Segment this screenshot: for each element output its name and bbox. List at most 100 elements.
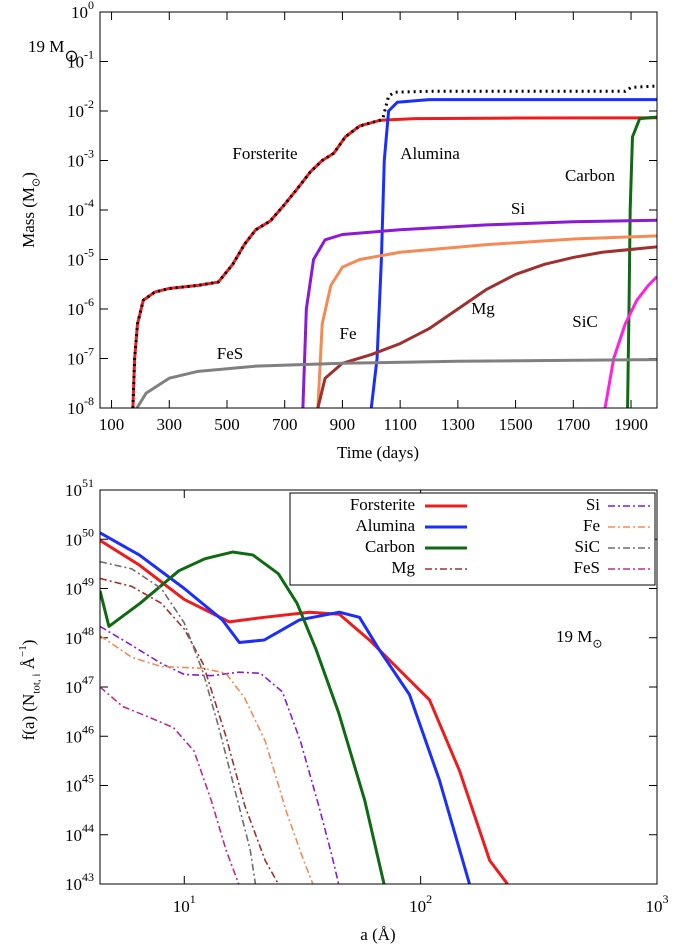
y-tick-label-exp: 51: [82, 476, 94, 490]
y-tick-label-exp: -7: [84, 344, 94, 358]
legend-label: Carbon: [365, 537, 416, 556]
series-line: [100, 539, 509, 884]
y-tick-label: 1050: [65, 525, 94, 549]
y-axis-label-part: ): [19, 640, 38, 646]
y-tick-label-base: 10: [65, 776, 82, 795]
y-tick-label: 1043: [65, 870, 94, 894]
legend-label: SiC: [574, 537, 600, 556]
legend-label: FeS: [574, 558, 600, 577]
y-axis-label-part: ): [19, 172, 38, 178]
y-tick-label-base: 10: [65, 727, 82, 746]
series-line: [603, 275, 657, 408]
y-tick-label-base: 10: [65, 875, 82, 894]
mass-annotation-part: 19 M: [28, 37, 64, 56]
curve-label: Carbon: [565, 166, 616, 185]
plot-frame: [99, 11, 658, 409]
y-axis-label: Mass (M⊙): [19, 172, 42, 248]
y-axis-label-part: −1: [16, 645, 28, 657]
series-line: [100, 635, 314, 884]
legend-label: Fe: [583, 516, 600, 535]
y-tick-label-exp: 48: [82, 624, 94, 638]
y-axis-label-part: f(a) (N: [19, 694, 38, 741]
x-tick-label: 102: [409, 892, 432, 916]
y-tick-label-base: 10: [71, 3, 88, 22]
y-tick-label-exp: -4: [84, 196, 94, 210]
x-tick-label-base: 10: [173, 897, 190, 916]
y-tick-label-exp: 49: [82, 574, 94, 588]
y-tick-label: 1046: [65, 722, 94, 746]
series-line: [301, 218, 657, 408]
x-tick-label: 100: [99, 415, 125, 434]
y-axis-label-part: tot, i: [30, 674, 42, 694]
y-tick-label-base: 10: [67, 349, 84, 368]
y-tick-label-exp: -5: [84, 245, 94, 259]
y-tick-label-base: 10: [67, 151, 84, 170]
series-line: [369, 98, 657, 408]
y-tick-label-exp: 44: [82, 821, 94, 835]
y-tick-label: 10-1: [67, 47, 94, 71]
curve-label: Fe: [340, 324, 357, 343]
x-tick-label: 900: [330, 415, 356, 434]
x-tick-label-base: 10: [646, 897, 663, 916]
y-tick-label: 10-3: [67, 146, 94, 170]
y-tick-label-base: 10: [65, 678, 82, 697]
y-tick-label: 10-7: [67, 344, 94, 368]
x-tick-label: 1900: [614, 415, 648, 434]
y-tick-label: 10-6: [67, 295, 94, 319]
curve-label: SiC: [572, 312, 598, 331]
y-tick-label-base: 10: [67, 399, 84, 418]
legend-label: Mg: [391, 558, 415, 577]
mass-annotation: 19 M⊙: [28, 37, 79, 65]
x-tick-label: 1100: [383, 415, 416, 434]
y-tick-label-exp: 43: [82, 870, 94, 884]
y-tick-label-exp: -8: [84, 394, 94, 408]
mass-annotation-part: ⊙: [64, 46, 78, 65]
y-tick-label: 10-4: [67, 196, 94, 220]
y-tick-label-exp: 50: [82, 525, 94, 539]
x-tick-label: 1500: [499, 415, 533, 434]
y-tick-label: 1049: [65, 574, 94, 598]
plot-frame: [99, 489, 658, 885]
mass-annotation-part: ⊙: [592, 636, 602, 650]
x-tick-label: 103: [646, 892, 669, 916]
y-tick-label: 1051: [65, 476, 94, 500]
x-tick-label: 1700: [556, 415, 590, 434]
mass-annotation: 19 M⊙: [556, 627, 602, 650]
series-line: [316, 245, 657, 408]
x-tick-label: 300: [157, 415, 183, 434]
y-tick-label-exp: -6: [84, 295, 94, 309]
y-tick-label-base: 10: [65, 826, 82, 845]
y-tick-label-exp: 45: [82, 771, 94, 785]
series-line: [135, 358, 657, 408]
y-tick-label: 1048: [65, 624, 94, 648]
curve-label: Alumina: [400, 144, 460, 163]
series-line: [100, 625, 340, 884]
y-tick-label-exp: 0: [88, 0, 94, 12]
series-line: [626, 115, 657, 408]
legend-label: Forsterite: [350, 495, 415, 514]
x-axis-label: a (Å): [360, 925, 395, 944]
x-axis-label: Time (days): [337, 443, 419, 462]
y-axis-label-part: ⊙: [30, 178, 42, 187]
y-axis-label-part: Mass (M: [19, 187, 38, 248]
y-tick-label-exp: -3: [84, 146, 94, 160]
series-line: [100, 560, 257, 884]
y-tick-label: 10-2: [67, 97, 94, 121]
y-tick-label: 10-8: [67, 394, 94, 418]
y-tick-label-base: 10: [67, 201, 84, 220]
series-line: [100, 550, 386, 884]
legend-label: Si: [586, 495, 600, 514]
x-tick-label: 700: [272, 415, 298, 434]
x-tick-label-base: 10: [409, 897, 426, 916]
mass-annotation-part: 19 M: [556, 627, 592, 646]
x-tick-label: 101: [173, 892, 196, 916]
series-line: [316, 234, 657, 408]
y-axis-label: f(a) (Ntot, i Å−1): [16, 640, 42, 741]
curve-label: Mg: [471, 299, 495, 318]
y-tick-label-exp: 46: [82, 722, 94, 736]
x-tick-label: 500: [214, 415, 240, 434]
y-axis-label-part: Å: [19, 656, 38, 673]
legend-box: [289, 492, 656, 586]
y-tick-label-exp: -1: [84, 47, 94, 61]
